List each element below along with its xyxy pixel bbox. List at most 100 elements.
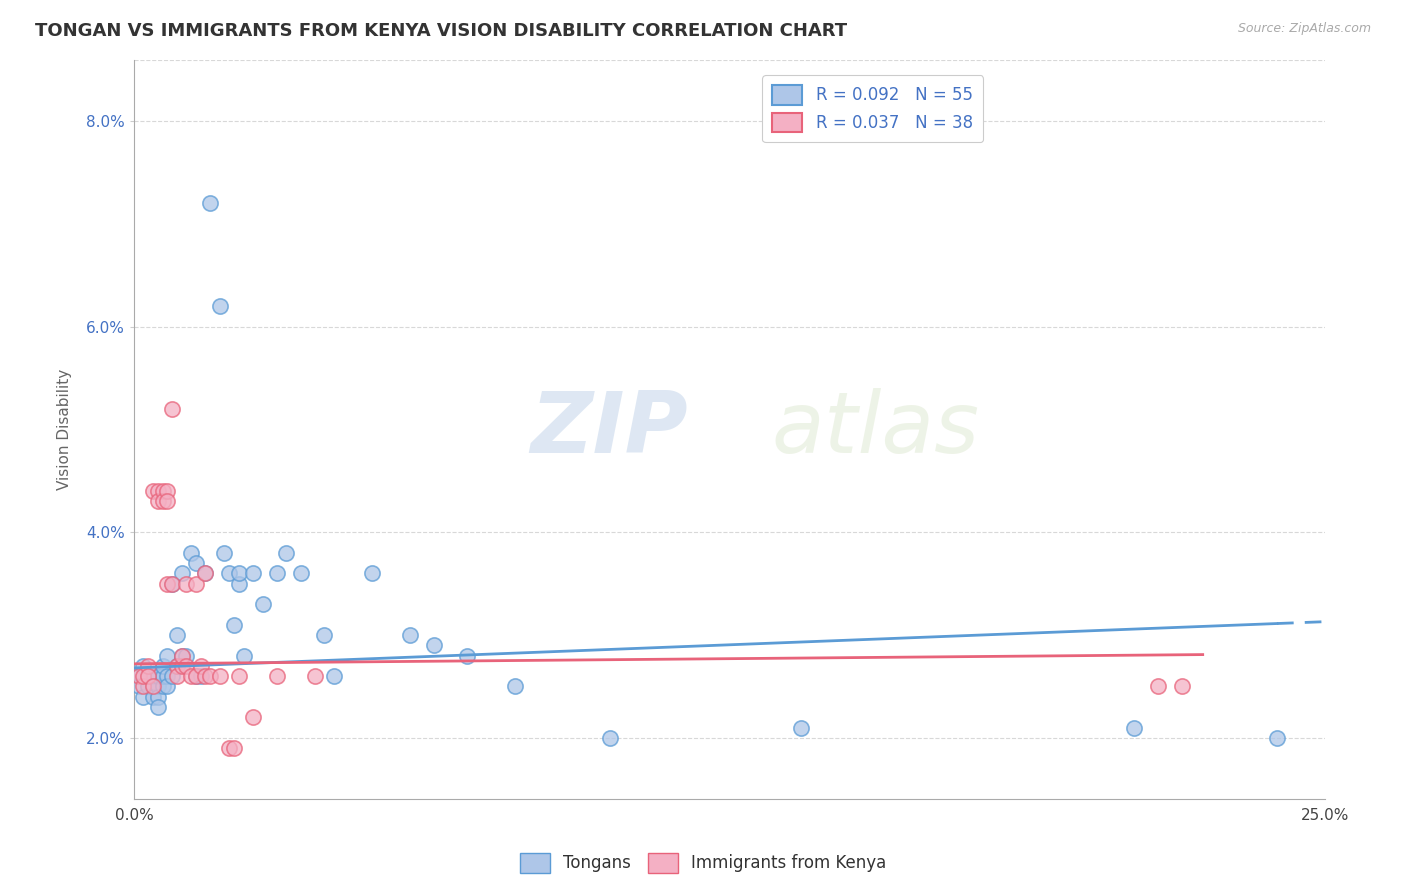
Point [423,638,446,652]
Point [790,721,813,735]
Point [232,648,254,663]
Point [194,669,217,683]
Point [160,669,183,683]
Point [156,494,179,508]
Point [599,731,621,745]
Point [160,576,183,591]
Point [242,710,264,724]
Point [136,669,159,683]
Point [146,669,169,683]
Point [166,628,188,642]
Point [152,658,174,673]
Point [228,576,250,591]
Point [184,669,207,683]
Point [361,566,384,581]
Point [266,566,288,581]
Point [166,658,188,673]
Point [208,299,231,313]
Point [276,546,298,560]
Point [290,566,312,581]
Point [128,680,150,694]
Point [160,401,183,416]
Point [190,658,212,673]
Point [166,669,188,683]
Point [166,658,188,673]
Point [132,690,155,704]
Y-axis label: Vision Disability: Vision Disability [58,369,72,490]
Point [252,597,274,611]
Point [399,628,422,642]
Point [152,494,174,508]
Point [222,741,245,756]
Point [152,669,174,683]
Point [190,669,212,683]
Point [228,566,250,581]
Point [128,669,150,683]
Point [198,669,221,683]
Point [1265,731,1288,745]
Point [1171,680,1194,694]
Point [208,669,231,683]
Point [176,658,198,673]
Point [146,484,169,499]
Point [184,556,207,570]
Point [136,658,159,673]
Point [146,494,169,508]
Point [170,648,193,663]
Point [142,484,165,499]
Point [146,700,169,714]
Point [156,484,179,499]
Point [156,576,179,591]
Point [194,566,217,581]
Point [314,628,336,642]
Point [170,658,193,673]
Point [180,669,202,683]
Point [128,669,150,683]
Point [194,566,217,581]
Point [132,658,155,673]
Point [156,669,179,683]
Point [146,690,169,704]
Legend: R = 0.092   N = 55, R = 0.037   N = 38: R = 0.092 N = 55, R = 0.037 N = 38 [762,75,983,142]
Point [146,680,169,694]
Text: atlas: atlas [770,388,979,471]
Point [152,680,174,694]
Point [142,680,165,694]
Point [323,669,346,683]
Point [228,669,250,683]
Point [152,484,174,499]
Point [142,680,165,694]
Point [218,741,240,756]
Point [132,669,155,683]
Text: TONGAN VS IMMIGRANTS FROM KENYA VISION DISABILITY CORRELATION CHART: TONGAN VS IMMIGRANTS FROM KENYA VISION D… [35,22,848,40]
Point [1123,721,1146,735]
Text: Source: ZipAtlas.com: Source: ZipAtlas.com [1237,22,1371,36]
Point [170,566,193,581]
Point [184,576,207,591]
Point [176,648,198,663]
Point [304,669,326,683]
Point [136,669,159,683]
Point [142,669,165,683]
Point [503,680,526,694]
Legend: Tongans, Immigrants from Kenya: Tongans, Immigrants from Kenya [513,847,893,880]
Point [176,576,198,591]
Point [156,648,179,663]
Point [1147,680,1170,694]
Point [170,648,193,663]
Point [184,669,207,683]
Point [142,690,165,704]
Point [214,546,236,560]
Point [198,196,221,211]
Point [222,617,245,632]
Point [456,648,478,663]
Point [160,576,183,591]
Point [132,680,155,694]
Point [242,566,264,581]
Point [156,680,179,694]
Text: ZIP: ZIP [530,388,688,471]
Point [218,566,240,581]
Point [180,546,202,560]
Point [136,680,159,694]
Point [266,669,288,683]
